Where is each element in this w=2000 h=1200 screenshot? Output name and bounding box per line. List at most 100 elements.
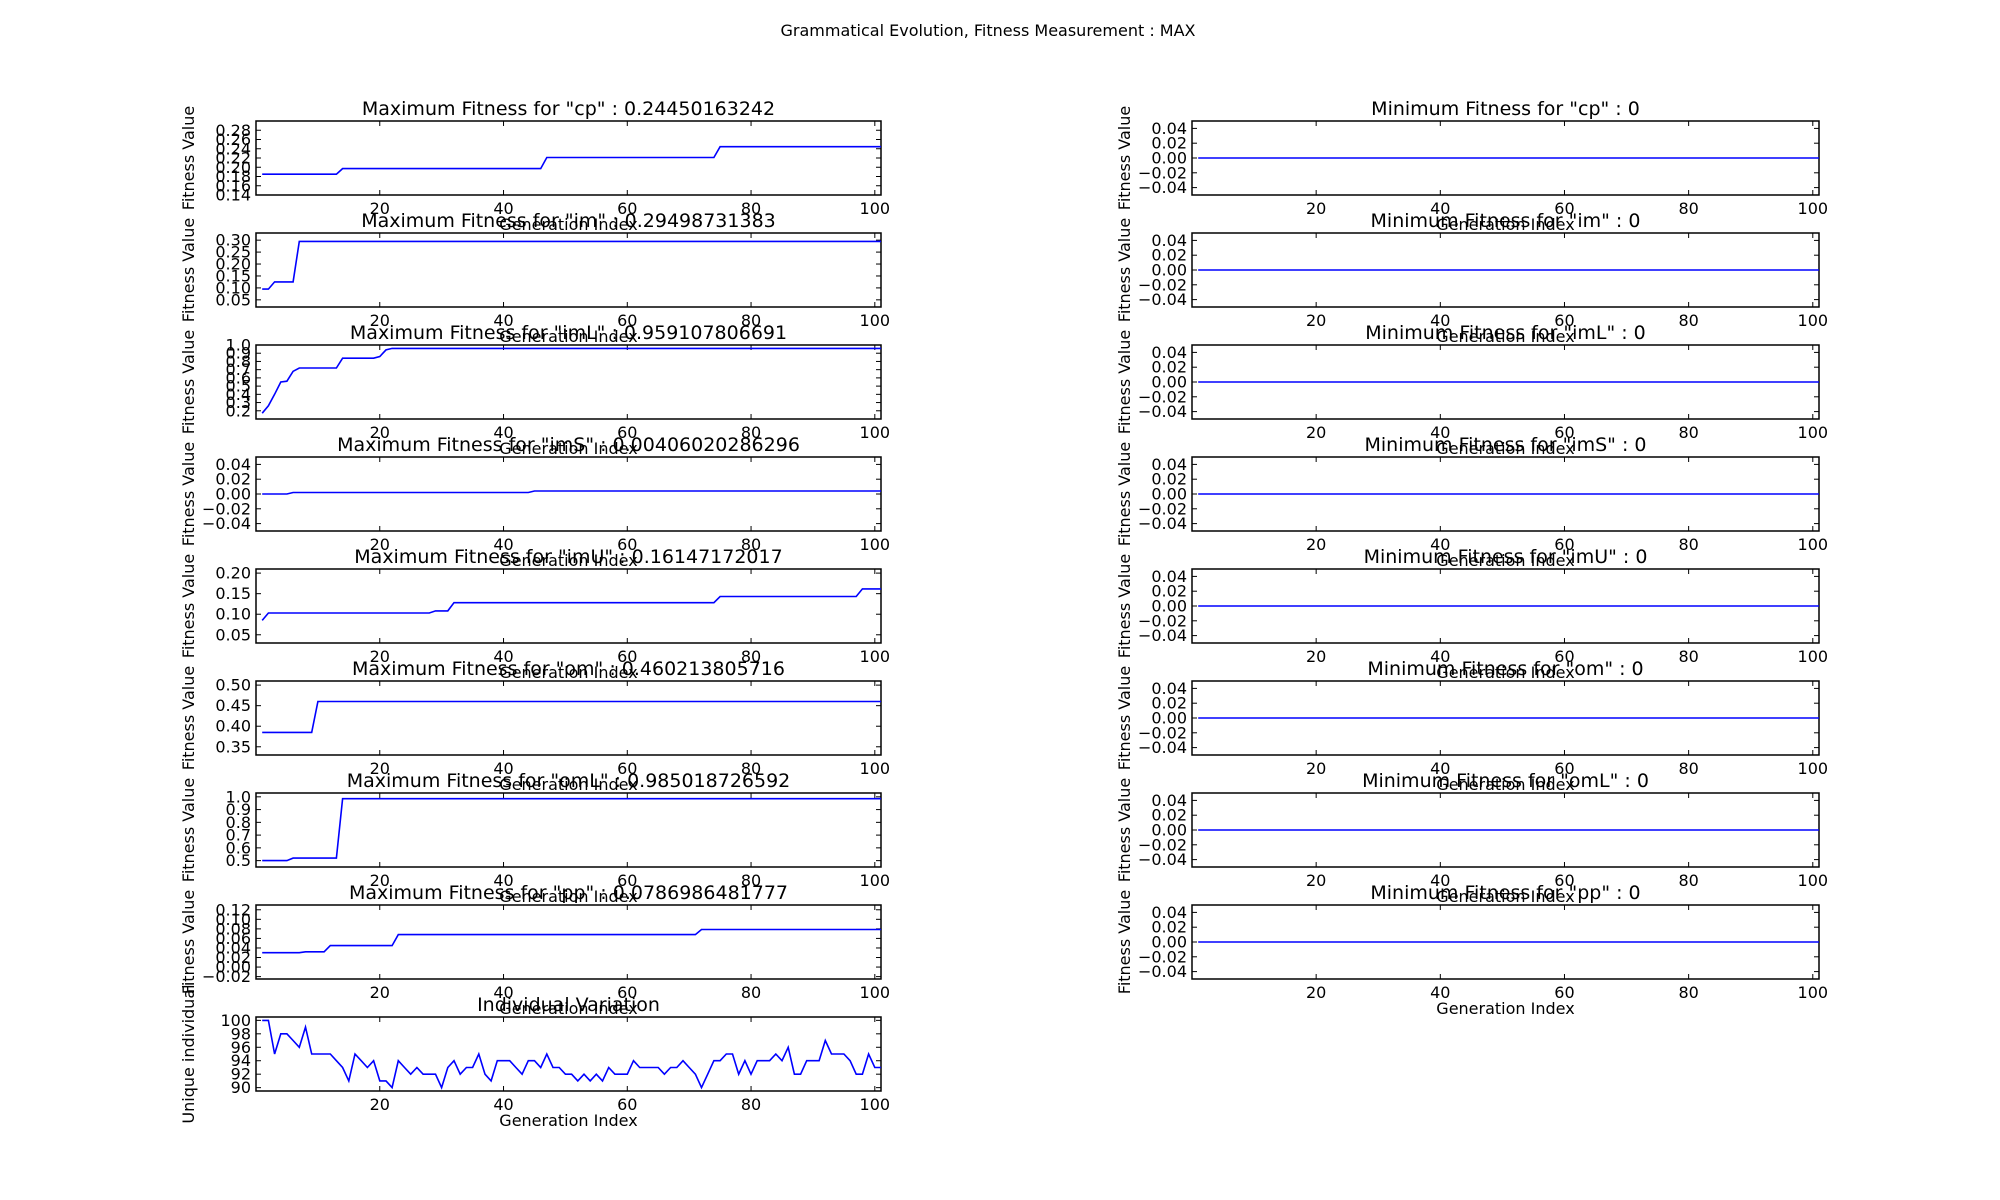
chart-4-xtick-label: 40 (493, 423, 513, 442)
chart-10-xtick-label: 80 (741, 759, 761, 778)
chart-10-xtick-label: 40 (493, 759, 513, 778)
chart-1-ytick-label: 0.04 (1151, 119, 1187, 138)
chart-4-ytick-label: 0.3 (226, 393, 251, 412)
chart-1-xtick-label: 40 (1430, 199, 1450, 218)
chart-9-ytick-label: 0.00 (1151, 597, 1187, 616)
chart-16-ytick-label: 98 (231, 1024, 251, 1043)
chart-15-ylabel: Fitness Value (1115, 890, 1134, 994)
chart-1-xtick-label: 20 (1306, 199, 1326, 218)
chart-9-ytick-label: 0.02 (1151, 582, 1187, 601)
chart-7-xtick-label: 100 (1798, 535, 1829, 554)
chart-14-ytick-label: 0.06 (215, 929, 251, 948)
chart-15-xtick-label: 20 (1306, 983, 1326, 1002)
chart-1-xlabel: Generation Index (1436, 215, 1574, 234)
chart-1-ytick-label: 0.00 (1151, 149, 1187, 168)
chart-6-ytick-label: −0.04 (202, 514, 251, 533)
chart-12-xtick-label: 80 (741, 871, 761, 890)
chart-2-xtick-label: 80 (741, 311, 761, 330)
chart-16-xtick-label: 80 (741, 1095, 761, 1114)
chart-3-ytick-label: −0.04 (1138, 290, 1187, 309)
chart-15-xlabel: Generation Index (1436, 999, 1574, 1018)
chart-0-xlabel: Generation Index (499, 215, 637, 234)
chart-7-ytick-label: 0.02 (1151, 470, 1187, 489)
chart-14-ylabel: Fitness Value (179, 890, 198, 994)
chart-14-ytick-label: −0.02 (202, 967, 251, 986)
chart-9: Minimum Fitness for "imU" : 0 20 40 60 80 100… (1115, 546, 1828, 682)
chart-6-xtick-label: 40 (493, 535, 513, 554)
chart-12-ytick-label: 0.9 (226, 800, 251, 819)
chart-0-ylabel: Fitness Value (179, 106, 198, 210)
chart-16-title: Individual Variation (477, 994, 660, 1016)
chart-13-xtick-label: 80 (1678, 871, 1698, 890)
chart-12-xtick-label: 40 (493, 871, 513, 890)
chart-10-xtick-label: 60 (617, 759, 637, 778)
chart-7-ytick-label: −0.02 (1138, 499, 1187, 518)
chart-13-xtick-label: 100 (1798, 871, 1829, 890)
chart-14-title: Maximum Fitness for "pp" : 0.07869864817… (349, 882, 788, 904)
chart-8-ylabel: Fitness Value (179, 554, 198, 658)
chart-4: Maximum Fitness for "imL" : 0.9591078066… (179, 322, 890, 458)
chart-0-ytick-label: 0.28 (215, 121, 251, 140)
chart-14-xtick-label: 40 (493, 983, 513, 1002)
chart-6-ytick-label: 0.02 (215, 470, 251, 489)
figure-title: Grammatical Evolution, Fitness Measureme… (781, 21, 1196, 40)
chart-5-xtick-label: 20 (1306, 423, 1326, 442)
chart-14-ytick-label: 0.00 (215, 958, 251, 977)
chart-1-xtick-label: 80 (1678, 199, 1698, 218)
chart-4-ytick-label: 0.2 (226, 401, 251, 420)
chart-6-xtick-label: 20 (370, 535, 390, 554)
chart-4-ytick-label: 0.8 (226, 352, 251, 371)
chart-16-xtick-label: 60 (617, 1095, 637, 1114)
chart-3-ytick-label: 0.00 (1151, 261, 1187, 280)
chart-4-ytick-label: 0.6 (226, 368, 251, 387)
chart-13-xtick-label: 40 (1430, 871, 1450, 890)
chart-2-ylabel: Fitness Value (179, 218, 198, 322)
chart-3-xtick-label: 60 (1554, 311, 1574, 330)
chart-12-xlabel: Generation Index (499, 887, 637, 906)
chart-3-ytick-label: 0.02 (1151, 246, 1187, 265)
chart-16-xtick-label: 100 (860, 1095, 891, 1114)
chart-4-ytick-label: 1.0 (226, 336, 251, 355)
chart-8-xtick-label: 60 (617, 647, 637, 666)
chart-8-xtick-label: 20 (370, 647, 390, 666)
chart-10-title: Maximum Fitness for "om" : 0.46021380571… (352, 658, 785, 680)
chart-15-xtick-label: 100 (1798, 983, 1829, 1002)
chart-6-ytick-label: 0.04 (215, 455, 251, 474)
chart-2-xtick-label: 100 (860, 311, 891, 330)
chart-14-series-line (262, 928, 881, 954)
chart-13-ytick-label: 0.04 (1151, 791, 1187, 810)
chart-13-ylabel: Fitness Value (1115, 778, 1134, 882)
chart-0-ytick-label: 0.16 (215, 176, 251, 195)
chart-11-ytick-label: 0.00 (1151, 709, 1187, 728)
chart-15-ytick-label: −0.02 (1138, 947, 1187, 966)
chart-14-xtick-label: 60 (617, 983, 637, 1002)
chart-14-xtick-label: 80 (741, 983, 761, 1002)
chart-16-xtick-label: 20 (370, 1095, 390, 1114)
chart-9-xtick-label: 60 (1554, 647, 1574, 666)
chart-11-xtick-label: 20 (1306, 759, 1326, 778)
chart-14-xtick-label: 20 (370, 983, 390, 1002)
chart-6-series-line (262, 490, 881, 495)
chart-16-axes-frame (255, 1016, 882, 1092)
chart-13: Minimum Fitness for "omL" : 0 20 40 60 80 100… (1115, 770, 1828, 906)
chart-1-title: Minimum Fitness for "cp" : 0 (1371, 98, 1640, 120)
chart-7-xtick-label: 20 (1306, 535, 1326, 554)
chart-0-series-line (262, 145, 881, 175)
chart-11-title: Minimum Fitness for "om" : 0 (1367, 658, 1643, 680)
chart-16-ytick-label: 96 (231, 1038, 251, 1057)
chart-2-ytick-label: 0.20 (215, 255, 251, 274)
chart-12-axes-frame (255, 792, 882, 868)
chart-8-xlabel: Generation Index (499, 663, 637, 682)
chart-5-title: Minimum Fitness for "imL" : 0 (1365, 322, 1646, 344)
chart-14-ytick-label: 0.04 (215, 938, 251, 957)
chart-12-ylabel: Fitness Value (179, 778, 198, 882)
chart-13-ytick-label: 0.02 (1151, 806, 1187, 825)
chart-11-xtick-label: 60 (1554, 759, 1574, 778)
chart-8-xtick-label: 80 (741, 647, 761, 666)
chart-4-ytick-label: 0.4 (226, 385, 251, 404)
chart-9-xtick-label: 80 (1678, 647, 1698, 666)
chart-16-xlabel: Generation Index (499, 1111, 637, 1130)
chart-14-xlabel: Generation Index (499, 999, 637, 1018)
chart-9-title: Minimum Fitness for "imU" : 0 (1364, 546, 1648, 568)
